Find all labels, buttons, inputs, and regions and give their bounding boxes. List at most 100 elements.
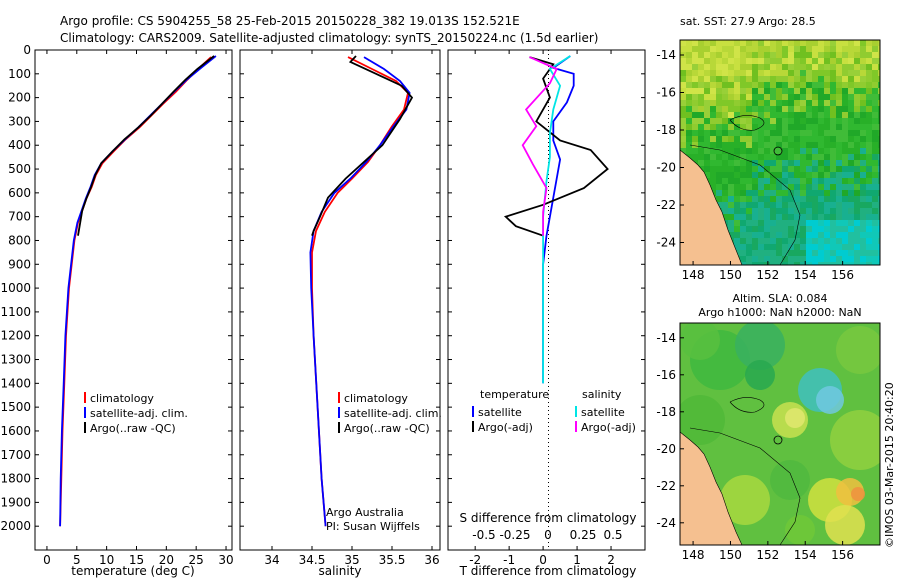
sst-cell (848, 214, 854, 220)
sst-cell (794, 184, 800, 190)
sst-cell (770, 250, 776, 256)
sst-cell (842, 106, 848, 112)
sst-cell (788, 250, 794, 256)
sst-cell (716, 100, 722, 106)
sst-cell (830, 190, 836, 196)
sst-cell (818, 178, 824, 184)
sst-cell (812, 256, 818, 262)
sst-cell (734, 94, 740, 100)
depth-tick-label: 1500 (0, 400, 31, 414)
sst-cell (770, 106, 776, 112)
x-tick-label: 1 (573, 553, 581, 567)
sst-cell (836, 70, 842, 76)
sst-cell (800, 106, 806, 112)
sst-cell (812, 112, 818, 118)
sst-cell (872, 250, 878, 256)
sst-cell (836, 244, 842, 250)
sst-cell (740, 178, 746, 184)
sst-cell (860, 202, 866, 208)
sst-cell (698, 64, 704, 70)
sst-cell (704, 58, 710, 64)
sst-cell (746, 166, 752, 172)
sla-blob (825, 505, 865, 545)
sst-cell (842, 166, 848, 172)
sst-cell (740, 172, 746, 178)
sst-cell (770, 244, 776, 250)
sst-cell (758, 202, 764, 208)
sst-cell (746, 46, 752, 52)
sst-cell (878, 94, 880, 100)
sst-cell (758, 142, 764, 148)
sst-cell (710, 52, 716, 58)
sst-cell (878, 100, 880, 106)
sst-cell (824, 46, 830, 52)
sst-cell (722, 196, 728, 202)
sst-cell (752, 106, 758, 112)
map-x-tick-label: 154 (794, 268, 817, 282)
sst-cell (776, 256, 782, 262)
difference-axes-frame (447, 49, 646, 551)
sst-cell (680, 130, 686, 136)
sst-cell (878, 196, 880, 202)
difference-x-axis: -2 -1 0 1 2 -0.5 -0.25 0 0.25 0.5 (469, 50, 623, 567)
sst-cell (740, 184, 746, 190)
sst-cell (806, 112, 812, 118)
sst-cell (710, 100, 716, 106)
sst-cell (770, 238, 776, 244)
sst-cell (848, 70, 854, 76)
map-y-tick-label: -22 (656, 198, 676, 212)
sst-cell (734, 172, 740, 178)
sst-cell (728, 124, 734, 130)
sla-blob (830, 410, 880, 470)
sst-cell (860, 220, 866, 226)
sst-cell (698, 100, 704, 106)
map-y-tick-label: -18 (656, 123, 676, 137)
sst-cell (806, 118, 812, 124)
sst-cell (788, 100, 794, 106)
sst-cell (704, 64, 710, 70)
sst-cell (776, 160, 782, 166)
sst-cell (740, 142, 746, 148)
sst-cell (716, 88, 722, 94)
sst-cell (800, 58, 806, 64)
sst-cell (794, 82, 800, 88)
sst-cell (872, 40, 878, 46)
sst-cell (782, 88, 788, 94)
sst-cell (728, 202, 734, 208)
sst-cell (698, 40, 704, 46)
sst-cell (812, 88, 818, 94)
sst-cell (728, 226, 734, 232)
sst-cell (794, 130, 800, 136)
sst-cell (770, 40, 776, 46)
sst-cell (812, 124, 818, 130)
sst-cell (734, 136, 740, 142)
sst-cell (800, 76, 806, 82)
sst-cell (776, 148, 782, 154)
sst-cell (686, 130, 692, 136)
legend-t-argo: Argo(-adj) (478, 421, 533, 434)
sst-cell (878, 250, 880, 256)
sst-cell (806, 40, 812, 46)
sst-cell (878, 226, 880, 232)
sst-cell (830, 70, 836, 76)
sst-cell (722, 40, 728, 46)
legend-s-satellite: satellite (581, 406, 625, 419)
sst-cell (836, 232, 842, 238)
sst-cell (806, 64, 812, 70)
sst-cell (782, 124, 788, 130)
sst-cell (854, 226, 860, 232)
sst-cell (836, 196, 842, 202)
sst-cell (752, 190, 758, 196)
sst-cell (872, 184, 878, 190)
sst-cell (812, 148, 818, 154)
sst-cell (752, 226, 758, 232)
sst-cell (806, 160, 812, 166)
sst-cell (854, 166, 860, 172)
sst-cell (734, 46, 740, 52)
sst-cell (728, 232, 734, 238)
sst-cell (758, 106, 764, 112)
sst-cell (722, 208, 728, 214)
sst-cell (788, 256, 794, 262)
sst-cell (782, 40, 788, 46)
sst-cell (836, 208, 842, 214)
